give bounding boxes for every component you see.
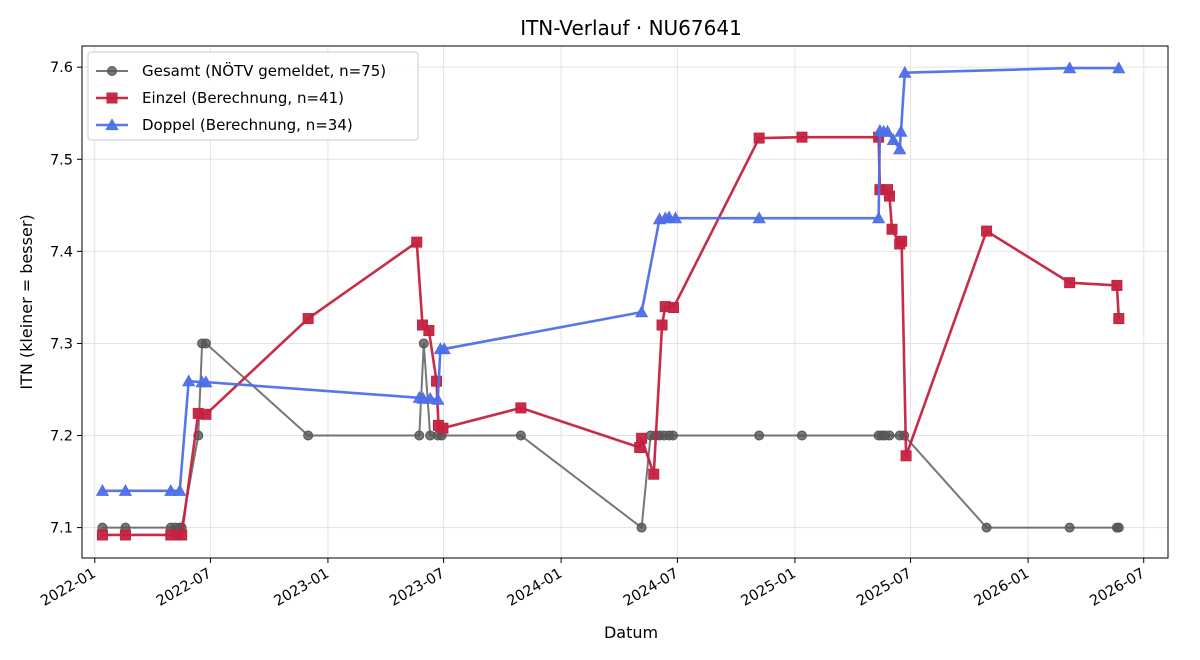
data-point <box>886 223 898 235</box>
data-point <box>431 392 445 405</box>
data-point <box>886 133 900 146</box>
data-point <box>411 236 423 248</box>
data-point <box>634 441 646 453</box>
data-point <box>437 342 451 355</box>
data-point <box>431 375 443 387</box>
data-point <box>1113 522 1124 533</box>
legend: Gesamt (NÖTV gemeldet, n=75) Einzel (Bere… <box>87 51 419 141</box>
data-point <box>981 522 992 533</box>
data-point <box>418 338 429 349</box>
series-3 <box>95 61 1126 496</box>
data-point <box>95 483 110 496</box>
data-point <box>199 375 213 388</box>
series-layer <box>95 61 1126 541</box>
data-point <box>182 374 196 387</box>
data-point <box>648 468 660 480</box>
data-point <box>176 529 188 541</box>
data-point <box>796 131 808 143</box>
data-point <box>754 430 765 441</box>
data-point <box>106 92 118 104</box>
data-point <box>894 124 908 137</box>
data-point <box>668 302 680 314</box>
data-point <box>303 430 314 441</box>
data-point <box>636 522 647 533</box>
legend-label: Doppel (Berechnung, n=34) <box>142 116 353 134</box>
data-point <box>900 450 912 462</box>
plot-frame <box>81 45 1169 559</box>
data-point <box>416 319 428 331</box>
data-point <box>896 235 908 247</box>
chart-title: ITN-Verlauf · NU67641 <box>520 16 742 40</box>
data-point <box>668 211 683 224</box>
data-point <box>753 132 765 144</box>
data-point <box>105 118 119 131</box>
x-axis-label: Datum <box>604 623 658 642</box>
data-point <box>656 319 668 331</box>
y-tick-label: 7.2 <box>50 429 73 445</box>
data-point <box>437 422 449 434</box>
data-point <box>1064 277 1076 289</box>
y-tick-label: 7.6 <box>50 60 73 76</box>
y-axis: 7.1 7.2 7.3 7.4 7.5 7.6 <box>50 60 82 537</box>
data-point <box>1064 522 1075 533</box>
data-point <box>981 225 993 237</box>
data-point <box>515 430 526 441</box>
data-point <box>667 430 678 441</box>
data-point <box>880 124 895 137</box>
y-tick-label: 7.1 <box>50 521 73 537</box>
data-point <box>200 408 212 420</box>
data-point <box>96 529 108 541</box>
data-point <box>796 430 807 441</box>
data-point <box>200 338 211 349</box>
data-point <box>872 211 886 224</box>
y-tick-label: 7.3 <box>50 336 73 352</box>
data-point <box>515 402 527 414</box>
legend-label: Gesamt (NÖTV gemeldet, n=75) <box>142 61 386 80</box>
data-point <box>173 483 187 496</box>
data-point <box>884 430 895 441</box>
data-point <box>1113 313 1125 325</box>
legend-label: Einzel (Berechnung, n=41) <box>142 89 344 107</box>
y-tick-label: 7.5 <box>50 152 73 168</box>
data-point <box>164 483 178 496</box>
data-point <box>1112 61 1126 74</box>
data-point <box>414 430 425 441</box>
data-point <box>107 66 117 76</box>
data-point <box>118 483 133 496</box>
y-axis-label: ITN (kleiner = besser) <box>17 214 36 389</box>
data-point <box>636 432 648 444</box>
data-point <box>635 305 649 318</box>
data-point <box>423 325 435 337</box>
legend-box <box>87 51 419 141</box>
data-point <box>893 142 907 155</box>
y-tick-label: 7.4 <box>50 244 73 260</box>
data-point <box>898 65 912 78</box>
data-point <box>899 430 910 441</box>
data-point <box>752 211 766 224</box>
data-point <box>423 391 437 404</box>
data-point <box>1111 279 1123 291</box>
data-point <box>1063 61 1077 74</box>
data-point <box>119 529 131 541</box>
data-point <box>883 190 895 202</box>
data-point <box>302 313 314 325</box>
